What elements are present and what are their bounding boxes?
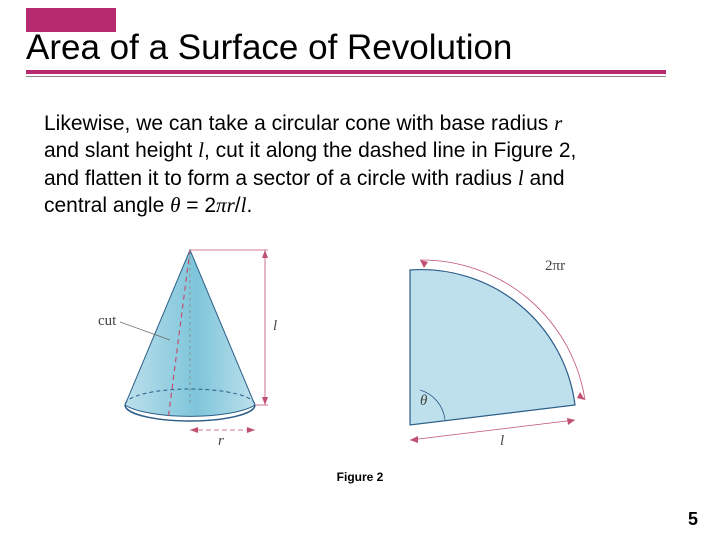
label-arc: 2πr <box>545 258 565 274</box>
sector-fill <box>410 270 575 425</box>
text: Likewise, we can take a circular cone wi… <box>44 112 554 135</box>
var-theta: θ <box>170 193 180 217</box>
label-cut: cut <box>98 313 117 329</box>
arrow <box>262 397 268 405</box>
label-l-sector: l <box>500 433 504 449</box>
var-r: r <box>554 111 562 135</box>
title-underline-thick <box>26 70 666 74</box>
sector-group: 2πr θ l <box>410 258 585 449</box>
arrow <box>247 427 255 433</box>
arrow <box>567 418 575 425</box>
arrow <box>410 436 418 443</box>
arrow <box>420 260 428 268</box>
title-underline-thin <box>26 76 666 77</box>
text: central angle <box>44 194 170 217</box>
figure-caption: Figure 2 <box>0 470 720 484</box>
arrow <box>262 250 268 258</box>
label-r: r <box>218 433 224 449</box>
text: and <box>524 167 565 190</box>
label-l: l <box>273 318 277 334</box>
text: and flatten it to form a sector of a cir… <box>44 167 518 190</box>
title-row: Area of a Surface of Revolution <box>26 28 694 77</box>
page-title: Area of a Surface of Revolution <box>26 28 694 70</box>
text: . <box>246 194 252 217</box>
label-theta: θ <box>420 393 428 409</box>
page-number: 5 <box>688 509 698 530</box>
arrow <box>190 427 198 433</box>
sym-pi: π <box>216 193 227 217</box>
text: , cut it along the dashed line in Figure… <box>204 139 576 162</box>
figure-area: l r cut 2πr θ l <box>70 230 650 460</box>
var-r: r <box>227 193 235 217</box>
dim-l-sector <box>410 420 575 440</box>
body-paragraph: Likewise, we can take a circular cone wi… <box>44 110 660 219</box>
figure-svg: l r cut 2πr θ l <box>70 230 650 460</box>
text: = 2 <box>180 194 216 217</box>
text: and slant height <box>44 139 198 162</box>
